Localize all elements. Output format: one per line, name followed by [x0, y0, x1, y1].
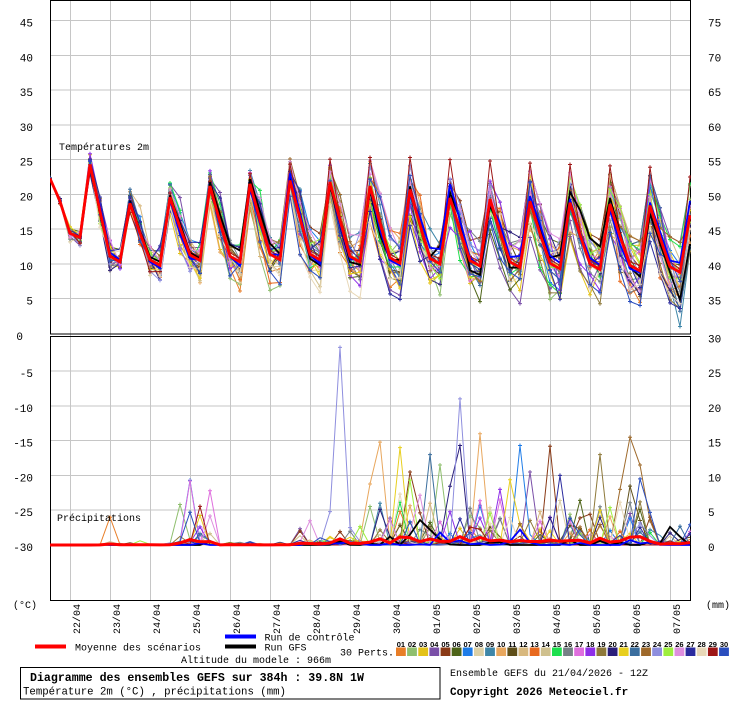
svg-text:19: 19 [597, 640, 605, 649]
svg-text:14: 14 [542, 640, 551, 649]
svg-text:-30: -30 [13, 543, 33, 555]
svg-text:55: 55 [708, 158, 721, 170]
svg-text:-10: -10 [13, 404, 33, 416]
svg-text:17: 17 [575, 640, 583, 649]
svg-text:Altitude du modele : 966m: Altitude du modele : 966m [181, 655, 331, 667]
svg-text:40: 40 [20, 53, 33, 65]
svg-text:03/05: 03/05 [512, 604, 524, 634]
svg-text:30: 30 [708, 335, 721, 347]
svg-text:Températures 2m: Températures 2m [59, 142, 149, 154]
svg-text:Précipitations: Précipitations [57, 513, 141, 525]
svg-text:16: 16 [564, 640, 572, 649]
svg-text:21: 21 [620, 640, 628, 649]
svg-text:24: 24 [653, 640, 662, 649]
svg-text:11: 11 [508, 640, 516, 649]
svg-text:5: 5 [708, 508, 715, 520]
svg-text:26/04: 26/04 [232, 604, 244, 634]
svg-text:Run GFS: Run GFS [265, 644, 307, 655]
svg-text:10: 10 [497, 640, 505, 649]
svg-text:Run de contrôle: Run de contrôle [265, 633, 355, 645]
svg-text:12: 12 [519, 640, 527, 649]
svg-text:13: 13 [530, 640, 538, 649]
svg-text:01/05: 01/05 [432, 604, 444, 634]
svg-text:Copyright 2026 Meteociel.fr: Copyright 2026 Meteociel.fr [450, 687, 628, 699]
svg-text:28/04: 28/04 [312, 604, 324, 634]
svg-text:06/05: 06/05 [632, 604, 644, 634]
svg-text:27: 27 [686, 640, 694, 649]
svg-text:04/05: 04/05 [552, 604, 564, 634]
svg-text:35: 35 [708, 297, 721, 309]
svg-text:06: 06 [452, 640, 460, 649]
svg-text:45: 45 [20, 19, 33, 31]
svg-text:10: 10 [20, 262, 33, 274]
svg-text:07: 07 [464, 640, 472, 649]
svg-text:-20: -20 [13, 473, 33, 485]
svg-text:30: 30 [720, 640, 728, 649]
svg-text:20: 20 [608, 640, 616, 649]
svg-text:15: 15 [553, 640, 561, 649]
svg-text:15: 15 [20, 227, 33, 239]
svg-text:27/04: 27/04 [272, 604, 284, 634]
svg-text:35: 35 [20, 88, 33, 100]
svg-text:10: 10 [708, 473, 721, 485]
svg-text:04: 04 [430, 640, 439, 649]
svg-text:-5: -5 [20, 369, 33, 381]
svg-text:Température 2m (°C) , précipit: Température 2m (°C) , précipitations (mm… [23, 687, 286, 699]
svg-text:30 Perts.: 30 Perts. [340, 649, 394, 660]
svg-text:25/04: 25/04 [192, 604, 204, 634]
svg-text:25: 25 [20, 158, 33, 170]
svg-text:22/04: 22/04 [72, 604, 84, 634]
svg-text:5: 5 [26, 297, 33, 309]
svg-text:02/05: 02/05 [472, 604, 484, 634]
svg-text:29: 29 [709, 640, 717, 649]
svg-text:23/04: 23/04 [112, 604, 124, 634]
svg-text:08: 08 [475, 640, 483, 649]
svg-text:29/04: 29/04 [352, 604, 364, 634]
svg-text:30: 30 [20, 123, 33, 135]
svg-text:25: 25 [664, 640, 672, 649]
svg-text:23: 23 [642, 640, 650, 649]
svg-text:28: 28 [698, 640, 706, 649]
svg-text:70: 70 [708, 53, 721, 65]
svg-text:25: 25 [708, 369, 721, 381]
svg-text:20: 20 [20, 192, 33, 204]
svg-text:22: 22 [631, 640, 639, 649]
svg-text:Ensemble GEFS du 21/04/2026 -: Ensemble GEFS du 21/04/2026 - 12Z [450, 668, 648, 680]
svg-text:01: 01 [397, 640, 405, 649]
svg-text:30/04: 30/04 [392, 604, 404, 634]
svg-text:Moyenne des scénarios: Moyenne des scénarios [75, 643, 201, 655]
svg-text:20: 20 [708, 404, 721, 416]
svg-text:(mm): (mm) [706, 600, 730, 612]
svg-text:02: 02 [408, 640, 416, 649]
svg-text:05/05: 05/05 [592, 604, 604, 634]
svg-text:60: 60 [708, 123, 721, 135]
svg-text:(°C): (°C) [13, 600, 37, 612]
svg-text:40: 40 [708, 262, 721, 274]
svg-text:45: 45 [708, 227, 721, 239]
svg-text:50: 50 [708, 192, 721, 204]
svg-text:07/05: 07/05 [672, 604, 684, 634]
svg-text:0: 0 [16, 332, 23, 344]
svg-text:75: 75 [708, 19, 721, 31]
svg-text:65: 65 [708, 88, 721, 100]
svg-text:05: 05 [441, 640, 449, 649]
svg-text:-25: -25 [13, 508, 33, 520]
svg-text:09: 09 [486, 640, 494, 649]
svg-text:26: 26 [675, 640, 683, 649]
svg-text:0: 0 [708, 543, 715, 555]
svg-text:24/04: 24/04 [152, 604, 164, 634]
svg-text:Diagramme des ensembles GEFS s: Diagramme des ensembles GEFS sur 384h : … [30, 672, 364, 685]
svg-text:-15: -15 [13, 439, 33, 451]
svg-text:15: 15 [708, 439, 721, 451]
svg-text:03: 03 [419, 640, 427, 649]
svg-text:18: 18 [586, 640, 594, 649]
